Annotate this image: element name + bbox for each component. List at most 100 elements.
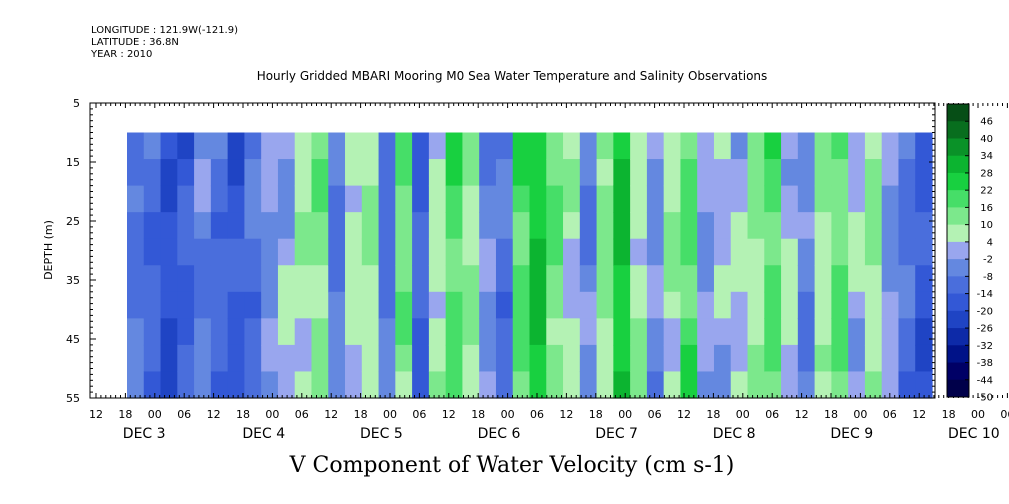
heatmap-cell: [143, 318, 162, 346]
heatmap-cell: [244, 132, 262, 160]
heatmap-cell: [596, 344, 614, 373]
heatmap-cell: [412, 318, 430, 346]
chart-title: Hourly Gridded MBARI Mooring M0 Sea Wate…: [256, 69, 768, 83]
heatmap-cell: [848, 291, 866, 319]
heatmap-cell: [814, 185, 832, 213]
heatmap-cell: [328, 132, 346, 160]
heatmap-cell: [663, 159, 682, 187]
heatmap-cell: [143, 371, 162, 399]
x-tick-label: 18: [824, 408, 838, 421]
heatmap-cell: [378, 185, 396, 213]
heatmap-cell: [680, 371, 698, 399]
heatmap-cell: [227, 344, 245, 373]
heatmap-cell: [227, 238, 245, 266]
heatmap-cell: [781, 159, 799, 187]
heatmap-cell: [462, 291, 480, 319]
heatmap-cell: [227, 132, 245, 160]
heatmap-cell: [546, 318, 564, 346]
x-tick-label: 12: [795, 408, 809, 421]
heatmap-cell: [361, 159, 380, 187]
heatmap-cell: [210, 265, 229, 293]
heatmap-cell: [680, 185, 698, 213]
heatmap-cell: [915, 159, 933, 187]
heatmap-cell: [764, 291, 782, 319]
heatmap-cell: [127, 159, 145, 187]
heatmap-cell: [311, 265, 329, 293]
heatmap-cell: [462, 159, 480, 187]
heatmap-cell: [881, 238, 900, 266]
heatmap-cell: [881, 371, 900, 399]
heatmap-cell: [781, 318, 799, 346]
x-date-label: DEC 4: [242, 426, 285, 442]
heatmap-cell: [831, 265, 849, 293]
heatmap-cell: [764, 265, 782, 293]
heatmap-cell: [428, 318, 447, 346]
heatmap-cell: [445, 132, 464, 160]
colorbar-tick-label: 46: [980, 117, 993, 128]
heatmap-cell: [663, 318, 682, 346]
heatmap-cell: [160, 159, 178, 187]
heatmap-cell: [747, 318, 765, 346]
heatmap-cell: [596, 238, 614, 266]
colorbar-band: [947, 155, 969, 174]
heatmap-cell: [814, 132, 832, 160]
heatmap-cell: [277, 318, 296, 346]
heatmap-cell: [646, 371, 665, 399]
heatmap-cell: [378, 265, 396, 293]
heatmap-cell: [345, 318, 363, 346]
heatmap-cell: [764, 159, 782, 187]
heatmap-cell: [697, 371, 715, 399]
heatmap-cell: [579, 291, 598, 319]
heatmap-cell: [881, 265, 900, 293]
heatmap-cell: [797, 371, 816, 399]
heatmap-cell: [311, 238, 329, 266]
heatmap-cell: [747, 344, 765, 373]
heatmap-cell: [378, 291, 396, 319]
x-tick-label: 18: [942, 408, 956, 421]
heatmap-cell: [713, 344, 732, 373]
heatmap-cell: [412, 291, 430, 319]
heatmap-cell: [680, 159, 698, 187]
heatmap-cell: [512, 265, 531, 293]
heatmap-cell: [730, 265, 749, 293]
heatmap-cell: [210, 318, 229, 346]
heatmap-cell: [864, 185, 883, 213]
heatmap-cell: [210, 185, 229, 213]
heatmap-cell: [579, 344, 598, 373]
heatmap-cell: [127, 132, 145, 160]
heatmap-cell: [646, 159, 665, 187]
heatmap-cell: [680, 344, 698, 373]
heatmap-cell: [781, 238, 799, 266]
heatmap-cell: [697, 291, 715, 319]
heatmap-cell: [747, 371, 765, 399]
heatmap-cell: [630, 212, 648, 240]
heatmap-cell: [915, 344, 933, 373]
colorbar-band: [947, 310, 969, 329]
heatmap-cell: [630, 185, 648, 213]
heatmap-cell: [881, 159, 900, 187]
heatmap-cell: [881, 185, 900, 213]
heatmap-cell: [764, 238, 782, 266]
heatmap-cell: [596, 212, 614, 240]
colorbar-band: [947, 293, 969, 312]
heatmap-cell: [495, 344, 514, 373]
x-axis-label: V Component of Water Velocity (cm s-1): [289, 453, 735, 478]
x-tick-label: 12: [324, 408, 338, 421]
heatmap-cell: [244, 318, 262, 346]
heatmap-cell: [579, 159, 598, 187]
heatmap-cell: [261, 344, 279, 373]
heatmap-cell: [328, 159, 346, 187]
x-tick-label: 12: [677, 408, 691, 421]
heatmap-cell: [328, 265, 346, 293]
heatmap-cell: [730, 159, 749, 187]
heatmap-cell: [479, 291, 497, 319]
heatmap-cell: [479, 265, 497, 293]
heatmap-cell: [563, 344, 581, 373]
heatmap-cell: [512, 344, 531, 373]
heatmap-cell: [445, 318, 464, 346]
heatmap-cell: [378, 371, 396, 399]
heatmap-cell: [378, 318, 396, 346]
heatmap-cell: [797, 291, 816, 319]
heatmap-cell: [529, 159, 547, 187]
heatmap-cell: [294, 344, 313, 373]
